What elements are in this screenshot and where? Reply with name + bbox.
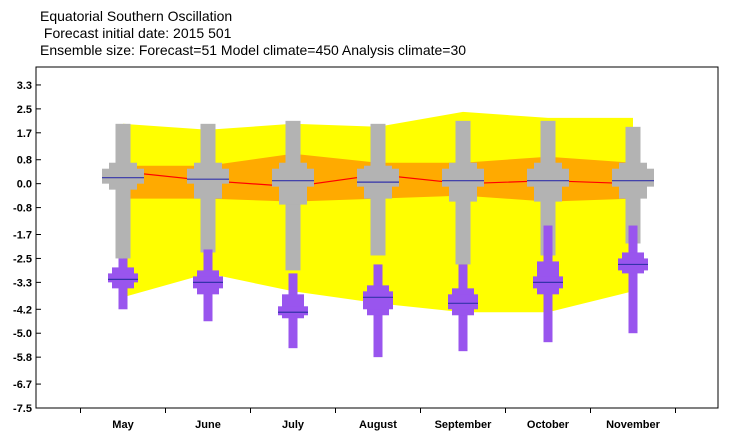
y-tick-label: -3.3 <box>13 277 32 289</box>
model-climate-box-inner <box>102 168 144 184</box>
model-climate-box-inner <box>527 168 569 187</box>
y-tick-label: -2.5 <box>13 253 32 265</box>
model-climate-box-inner <box>357 168 399 187</box>
plot-frame <box>35 66 719 409</box>
x-tick-label: September <box>435 419 493 431</box>
x-tick-label: July <box>282 419 305 431</box>
forecast-box-inner <box>278 306 308 316</box>
forecast-whisker <box>628 225 638 334</box>
y-tick-label: -5.0 <box>13 328 32 340</box>
y-tick-label: -5.8 <box>13 352 32 364</box>
y-tick-label: -6.7 <box>13 379 32 391</box>
y-tick-label: 3.3 <box>17 80 32 92</box>
x-tick-label: October <box>527 419 570 431</box>
y-tick-label: -7.5 <box>13 403 32 415</box>
forecast-box-inner <box>448 294 478 310</box>
forecast-box-inner <box>108 273 138 283</box>
model-climate-box-inner <box>612 168 654 187</box>
y-tick-label: 1.7 <box>17 128 32 140</box>
x-tick-label: August <box>359 419 397 431</box>
y-tick-label: -1.7 <box>13 230 32 242</box>
forecast-box-inner <box>363 291 393 310</box>
model-climate-whisker <box>115 123 131 259</box>
y-tick-label: 0.0 <box>17 179 32 191</box>
model-climate-box-inner <box>272 168 314 187</box>
ensemble-size: Ensemble size: Forecast=51 Model climate… <box>40 42 467 58</box>
y-tick-label: -4.2 <box>13 304 32 316</box>
x-tick-label: June <box>195 419 221 431</box>
x-tick-label: May <box>112 419 134 431</box>
y-tick-label: 2.5 <box>17 104 32 116</box>
chart-header: Equatorial Southern Oscillation Forecast… <box>40 8 466 59</box>
y-tick-label: 0.8 <box>17 155 32 167</box>
x-tick-label: November <box>606 419 661 431</box>
chart-title: Equatorial Southern Oscillation <box>40 8 233 24</box>
model-climate-box-inner <box>442 168 484 187</box>
model-climate-box-inner <box>187 168 229 184</box>
forecast-date: Forecast initial date: 2015 501 <box>40 25 232 41</box>
y-tick-label: -0.8 <box>13 203 32 215</box>
